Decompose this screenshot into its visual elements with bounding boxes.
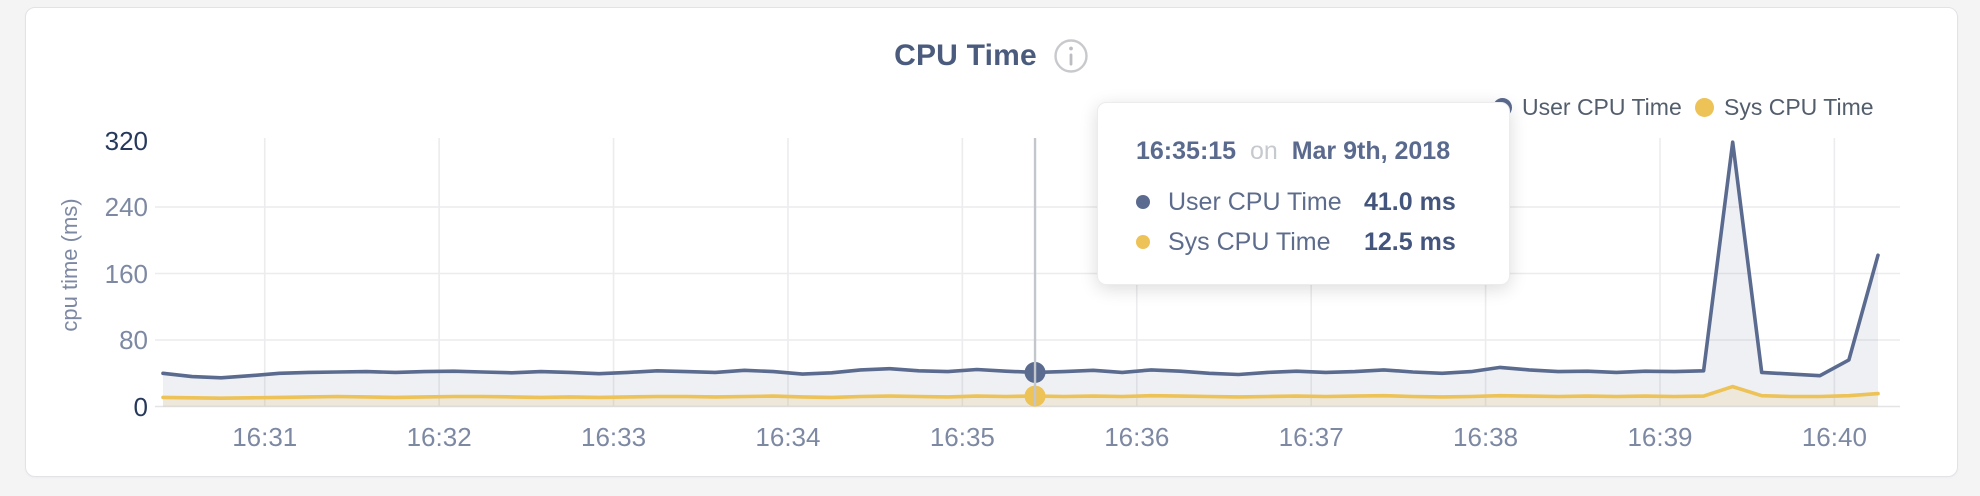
- tooltip-connector: [1243, 137, 1250, 165]
- tooltip-row-value: 41.0 ms: [1364, 187, 1456, 216]
- x-tick-label-16:38: 16:38: [1453, 422, 1519, 452]
- x-tick-label-16:35: 16:35: [929, 422, 995, 452]
- y-tick-label-160: 160: [104, 258, 148, 289]
- y-tick-label-240: 240: [104, 192, 148, 222]
- chart-header: CPU Time: [25, 38, 1958, 74]
- user-cpu-dot-icon: [1136, 195, 1150, 209]
- x-tick-label-16:39: 16:39: [1627, 422, 1693, 452]
- tooltip-row-label: Sys CPU Time: [1168, 227, 1331, 256]
- x-tick-label-16:36: 16:36: [1104, 422, 1170, 452]
- hover-tooltip: 16:35:15 on Mar 9th, 2018 User CPU Time …: [1097, 102, 1510, 285]
- tooltip-row-label: User CPU Time: [1168, 187, 1342, 216]
- x-tick-label-16:37: 16:37: [1278, 422, 1344, 452]
- legend-label: Sys CPU Time: [1724, 94, 1874, 120]
- info-icon[interactable]: [1053, 38, 1089, 74]
- chart-title: CPU Time: [894, 39, 1037, 72]
- legend-label: User CPU Time: [1522, 94, 1682, 120]
- user-cpu-area: [163, 142, 1878, 407]
- sys-cpu-dot-icon: [1136, 235, 1150, 249]
- y-tick-label-320: 320: [104, 125, 148, 156]
- sys-cpu-legend-dot-icon: [1695, 98, 1714, 117]
- x-tick-label-16:31: 16:31: [232, 422, 298, 452]
- x-tick-label-16:34: 16:34: [755, 422, 821, 452]
- y-tick-label-80: 80: [119, 325, 148, 355]
- tooltip-title: 16:35:15 on Mar 9th, 2018: [1136, 137, 1451, 165]
- sys-cpu-line: [161, 384, 1880, 400]
- tooltip-row-sys: Sys CPU Time 12.5 ms: [1136, 222, 1473, 262]
- tooltip-time: 16:35:15: [1136, 137, 1237, 165]
- legend-item-user-cpu-time[interactable]: User CPU Time: [1493, 94, 1682, 121]
- tooltip-date: [1285, 137, 1292, 165]
- chart-card: [25, 7, 1958, 477]
- user-cpu-line: [161, 140, 1880, 380]
- x-tick-label-16:33: 16:33: [581, 422, 647, 452]
- chart-plot-area[interactable]: [155, 138, 1900, 407]
- x-tick-label-16:40: 16:40: [1801, 422, 1867, 452]
- tooltip-row-value: 12.5 ms: [1364, 227, 1456, 256]
- y-tick-label-0: 0: [133, 391, 148, 422]
- tooltip-row-user: User CPU Time 41.0 ms: [1136, 182, 1473, 222]
- legend-item-sys-cpu-time[interactable]: Sys CPU Time: [1695, 94, 1874, 121]
- x-tick-label-16:32: 16:32: [406, 422, 472, 452]
